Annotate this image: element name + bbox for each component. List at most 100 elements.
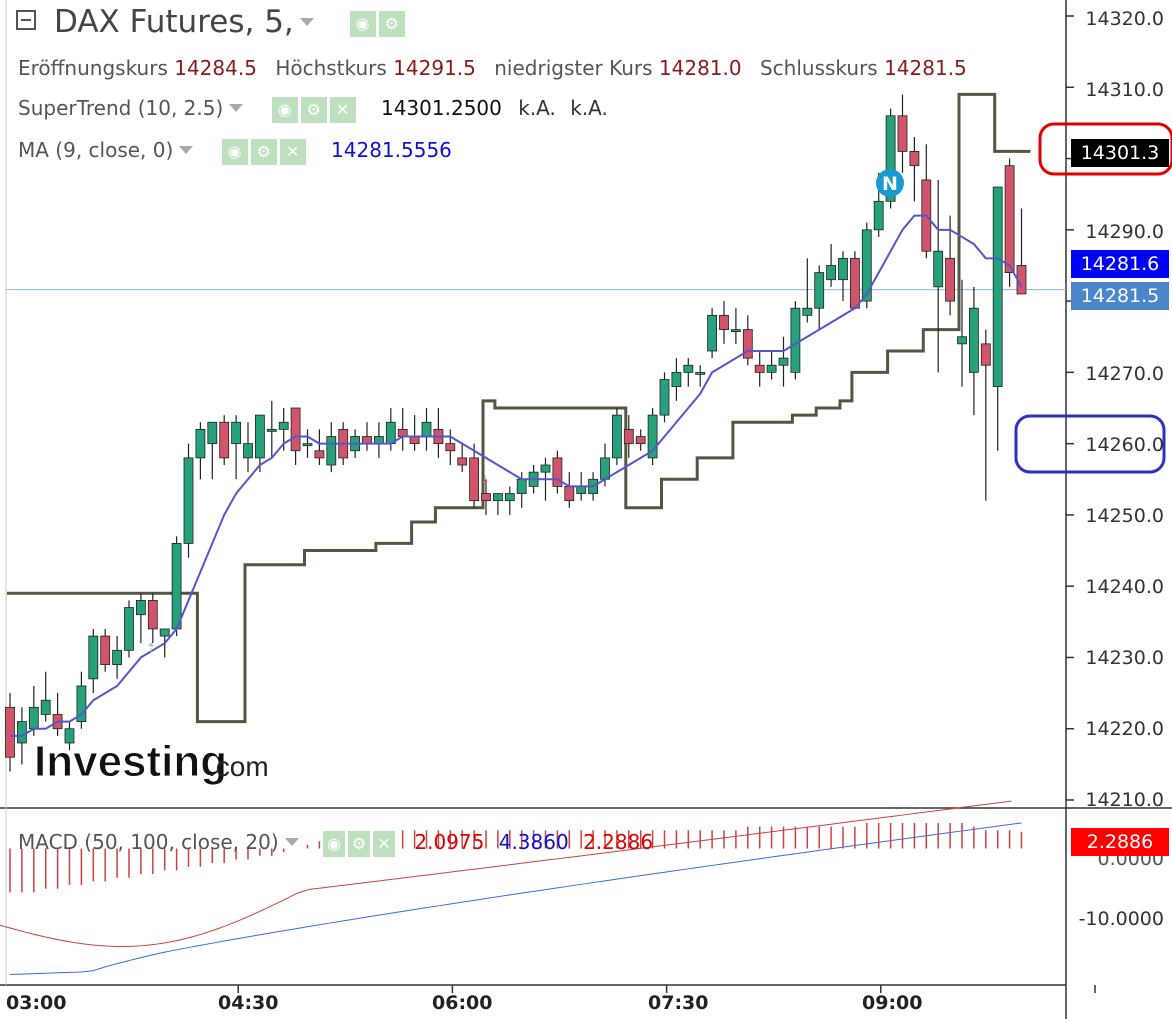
candle-body: [314, 450, 325, 459]
candle-body: [945, 257, 955, 302]
candle: [266, 400, 277, 458]
candle: [707, 308, 717, 359]
settings-gear-icon[interactable]: ⚙: [378, 10, 405, 37]
candle: [40, 671, 51, 722]
macd-label: MACD (50, 100, close, 20): [18, 830, 279, 854]
candle-body: [492, 493, 503, 502]
candle-body: [850, 257, 860, 309]
supertrend-close-icon[interactable]: ✕: [329, 96, 356, 123]
candle: [897, 94, 908, 173]
candle-body: [421, 421, 432, 437]
ohlc-open-label: Eröffnungskurs: [18, 56, 168, 80]
candle-body: [564, 485, 575, 502]
candle: [671, 358, 682, 401]
news-marker[interactable]: N: [876, 169, 904, 197]
ma-gear-icon[interactable]: ⚙: [250, 138, 277, 165]
candles: [5, 94, 1027, 772]
supertrend-eye-icon[interactable]: ◉: [271, 96, 298, 123]
candle-body: [254, 414, 265, 459]
candle: [623, 415, 634, 458]
candle-body: [266, 428, 277, 432]
close-price-tag: 14281.5: [1071, 282, 1169, 310]
ohlc-close-value: 14281.5: [884, 56, 967, 80]
candle: [909, 137, 920, 202]
candle: [183, 443, 194, 558]
candle: [76, 671, 87, 729]
candle-body: [671, 371, 682, 388]
candle: [838, 251, 848, 302]
candle-body: [612, 414, 622, 459]
candle-body: [40, 699, 51, 715]
ohlc-open-value: 14284.5: [174, 56, 257, 80]
price-tick-label: 14270.0: [1085, 363, 1164, 385]
signal-up-arrow: ⇡: [146, 641, 156, 655]
candle-body: [16, 721, 27, 744]
candle: [433, 408, 444, 458]
visibility-eye-icon[interactable]: ◉: [349, 10, 376, 37]
candle-body: [5, 706, 15, 758]
candle: [362, 422, 372, 451]
candle-body: [112, 649, 122, 665]
candle: [778, 336, 789, 387]
ohlc-close-label: Schlusskurs: [759, 56, 878, 80]
annotation-blue-box[interactable]: [1014, 414, 1166, 474]
price-tick-label: 14240.0: [1085, 576, 1164, 598]
price-tick-label: 14210.0: [1085, 789, 1164, 811]
price-tick-label: 14250.0: [1085, 505, 1164, 527]
price-axis-ticks: [1066, 15, 1074, 801]
collapse-pane-button[interactable]: [16, 10, 36, 30]
candle: [219, 415, 230, 466]
candle-body: [147, 600, 158, 630]
macd-eye-icon[interactable]: ◉: [323, 830, 346, 857]
ma-price-tag: 14281.6: [1071, 250, 1169, 278]
news-marker-circle: [876, 169, 904, 197]
candle-body: [64, 728, 75, 744]
candle-body: [385, 421, 396, 445]
candle-body: [457, 457, 468, 466]
candle-body: [183, 457, 194, 544]
candle-body: [481, 493, 491, 502]
candle: [612, 408, 622, 466]
time-tick-label: 04:30: [218, 992, 279, 1014]
candle-body: [814, 272, 825, 309]
signal-down-arrow: ⇣: [480, 473, 490, 487]
annotation-red-box[interactable]: [1038, 122, 1172, 176]
candle: [5, 693, 15, 772]
candle-body: [207, 421, 218, 445]
candle-body: [159, 628, 170, 637]
candle-body: [28, 706, 39, 730]
ma-eye-icon[interactable]: ◉: [221, 138, 248, 165]
candle: [933, 179, 944, 373]
macd-dropdown-icon[interactable]: [284, 838, 299, 846]
title-dropdown-icon[interactable]: [299, 18, 314, 26]
candle-body: [766, 364, 777, 373]
candle: [492, 493, 503, 515]
candle: [742, 315, 753, 366]
macd-value-tag: 2.2886: [1071, 828, 1169, 856]
candle-body: [552, 457, 563, 487]
macd-line: [9, 822, 1022, 976]
supertrend-dropdown-icon[interactable]: [229, 104, 244, 112]
candle-body: [88, 635, 99, 680]
ma-close-icon[interactable]: ✕: [279, 138, 306, 165]
candle: [254, 414, 265, 473]
candle: [314, 429, 325, 466]
ma-dropdown-icon[interactable]: [179, 146, 194, 154]
candle: [850, 251, 860, 309]
candle: [683, 358, 694, 387]
candle: [635, 429, 646, 451]
candle: [231, 415, 242, 480]
price-tick-label: 14230.0: [1085, 647, 1164, 669]
supertrend-gear-icon[interactable]: ⚙: [300, 96, 327, 123]
macd-gear-icon[interactable]: ⚙: [348, 830, 371, 857]
candle-body: [290, 407, 301, 452]
price-tick-label: 14290.0: [1085, 221, 1164, 243]
ohlc-low-value: 14281.0: [658, 56, 742, 80]
candle-body: [124, 607, 134, 651]
macd-tick-label: -10.0000: [1078, 908, 1164, 930]
price-tick-label: 14310.0: [1085, 79, 1164, 101]
candle: [457, 443, 468, 473]
candle: [766, 350, 777, 380]
macd-close-icon[interactable]: ✕: [373, 830, 396, 857]
